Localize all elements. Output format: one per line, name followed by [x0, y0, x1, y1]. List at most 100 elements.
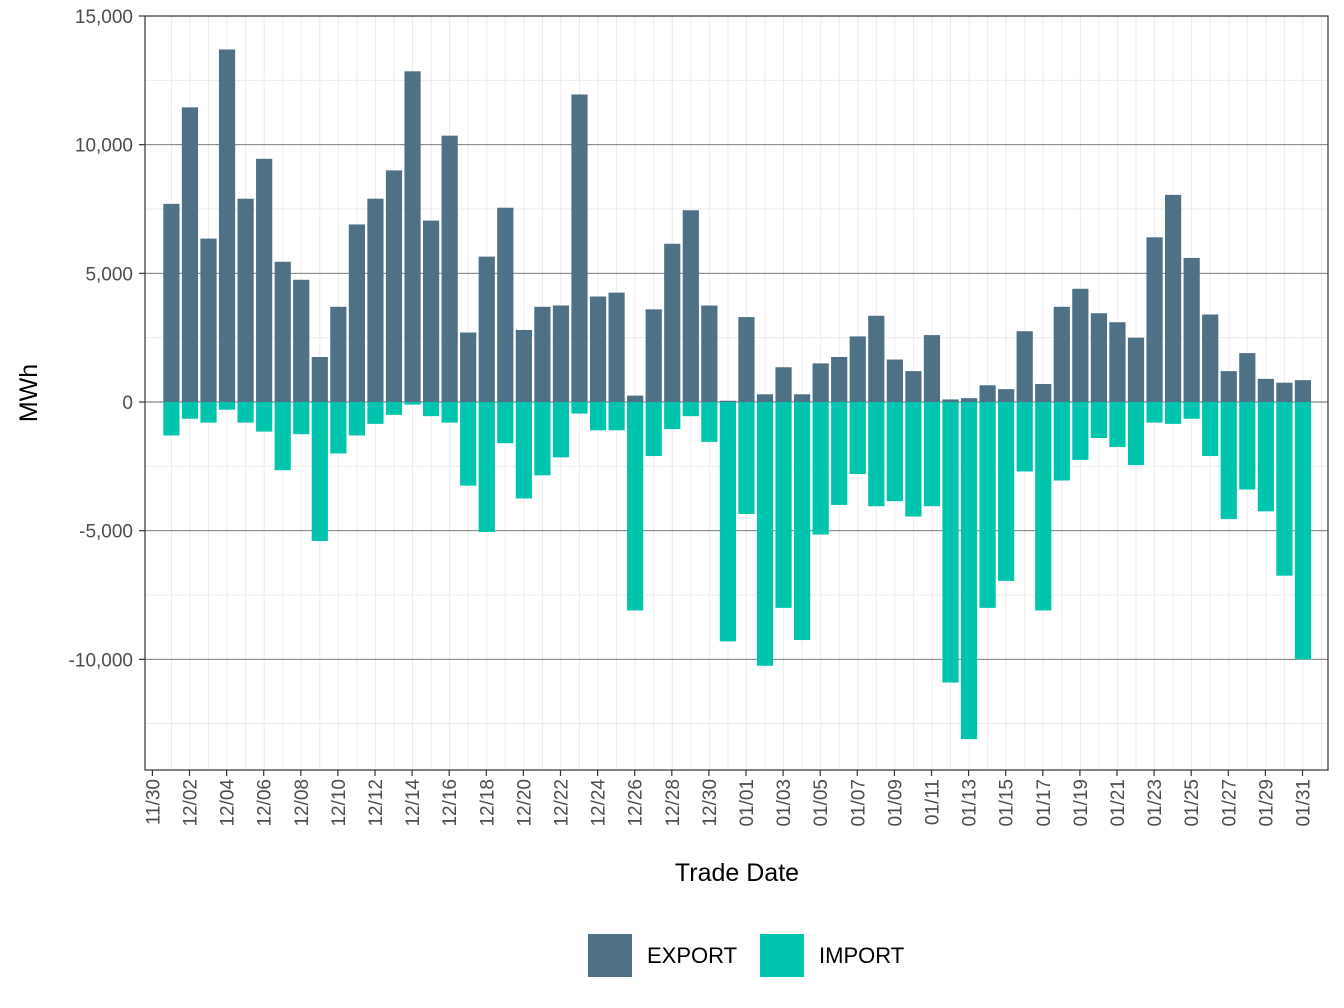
bar-import-12-17: [478, 402, 495, 532]
bar-export-12-15: [441, 135, 458, 403]
bar-export-12-23: [589, 296, 607, 403]
bar-export-12-12: [385, 170, 403, 403]
x-axis: 11/30 12/02 12/04 12/06 12/08 12/10 12/12 12/14…: [143, 770, 1315, 827]
bar-import-12-20: [534, 402, 551, 476]
x-tick-label: 01/25: [1182, 779, 1203, 827]
bar-import-01-16: [1035, 402, 1052, 611]
bar-import-01-01: [756, 402, 774, 666]
bar-export-01-17: [1053, 306, 1070, 403]
bar-export-12-04: [237, 198, 254, 403]
x-tick-label: 12/30: [700, 779, 721, 827]
x-tick-label: 01/01: [737, 779, 758, 827]
x-tick-label: 01/23: [1145, 779, 1166, 827]
x-tick-label: 12/22: [552, 779, 573, 827]
bar-import-12-03: [218, 402, 236, 410]
bar-import-12-26: [645, 402, 662, 457]
bar-import-01-11: [942, 402, 959, 683]
bar-export-01-07: [868, 315, 885, 403]
x-tick-label: 01/09: [885, 779, 906, 827]
bars: [163, 49, 1312, 740]
bar-export-12-18: [497, 207, 514, 403]
bar-import-12-27: [664, 402, 681, 430]
x-tick-label: 12/24: [589, 779, 610, 827]
bar-export-01-30: [1294, 380, 1312, 403]
bar-export-12-17: [478, 256, 495, 403]
bar-import-01-28: [1257, 402, 1274, 512]
legend-label-export: EXPORT: [647, 943, 737, 968]
bar-export-01-29: [1276, 382, 1293, 403]
bar-import-12-19: [515, 402, 532, 499]
bar-export-01-06: [849, 336, 866, 403]
bar-export-01-24: [1183, 257, 1200, 403]
x-tick-label: 12/20: [514, 779, 535, 827]
bar-import-12-22: [571, 402, 588, 414]
bar-import-01-03: [794, 402, 811, 641]
bar-export-12-20: [534, 306, 551, 403]
bar-import-01-20: [1109, 402, 1126, 448]
y-tick-label: -10,000: [69, 650, 133, 671]
bar-import-12-01: [181, 402, 199, 419]
x-tick-label: 12/02: [181, 779, 202, 827]
bar-export-12-31: [738, 317, 755, 403]
x-tick-label: 01/29: [1256, 779, 1277, 827]
bar-import-01-30: [1294, 402, 1312, 660]
legend-key-export: [588, 934, 632, 977]
x-tick-label: 12/26: [626, 779, 647, 827]
bar-export-01-25: [1202, 314, 1219, 403]
bar-import-12-12: [385, 402, 403, 415]
bar-import-01-05: [831, 402, 848, 505]
bar-export-01-04: [812, 363, 829, 403]
bar-import-01-14: [998, 402, 1015, 581]
x-tick-label: 01/05: [811, 779, 832, 827]
bar-import-01-19: [1090, 402, 1107, 439]
bar-export-12-10: [348, 224, 365, 403]
x-tick-label: 12/16: [440, 779, 461, 827]
y-axis-title: MWh: [15, 364, 43, 422]
bar-export-12-16: [460, 332, 477, 403]
bar-export-01-23: [1165, 194, 1182, 403]
bar-import-01-12: [960, 402, 978, 740]
bar-export-01-11: [942, 399, 959, 403]
x-tick-label: 01/03: [774, 779, 795, 827]
bar-import-12-24: [608, 402, 625, 431]
bar-import-12-09: [330, 402, 347, 454]
bar-export-01-22: [1146, 237, 1163, 403]
bar-import-01-29: [1276, 402, 1293, 576]
bar-import-01-27: [1239, 402, 1256, 490]
bar-import-12-05: [256, 402, 273, 432]
bar-import-01-23: [1165, 402, 1182, 424]
y-tick-label: 0: [122, 393, 133, 414]
bar-import-11-30: [163, 402, 180, 436]
bar-export-01-27: [1239, 353, 1256, 403]
bar-import-01-17: [1053, 402, 1070, 481]
bar-export-01-12: [960, 398, 978, 403]
x-tick-label: 01/11: [923, 779, 944, 825]
y-tick-label: 5,000: [85, 264, 133, 285]
x-tick-label: 12/28: [663, 779, 684, 827]
bar-export-01-14: [998, 389, 1015, 403]
bar-import-01-13: [979, 402, 996, 608]
bar-export-12-07: [293, 279, 310, 403]
bar-export-12-13: [404, 71, 421, 403]
bar-export-01-21: [1127, 337, 1145, 403]
bar-export-12-30: [719, 400, 736, 403]
bar-export-01-16: [1035, 383, 1052, 403]
bar-export-12-03: [218, 49, 236, 403]
x-tick-label: 01/21: [1108, 779, 1129, 827]
x-tick-label: 12/06: [255, 779, 276, 827]
bar-export-01-08: [886, 359, 903, 403]
bar-export-12-19: [515, 329, 532, 403]
bar-import-12-16: [460, 402, 477, 486]
bar-import-01-07: [868, 402, 885, 507]
bar-import-01-09: [905, 402, 922, 517]
bar-export-12-09: [330, 306, 347, 403]
bar-import-12-04: [237, 402, 254, 423]
bar-import-12-15: [441, 402, 458, 423]
bar-import-12-08: [311, 402, 328, 541]
bar-export-12-02: [200, 238, 217, 403]
bar-export-01-20: [1109, 322, 1126, 403]
bar-export-01-10: [923, 335, 941, 403]
bar-import-01-04: [812, 402, 829, 535]
bar-import-12-31: [738, 402, 755, 514]
